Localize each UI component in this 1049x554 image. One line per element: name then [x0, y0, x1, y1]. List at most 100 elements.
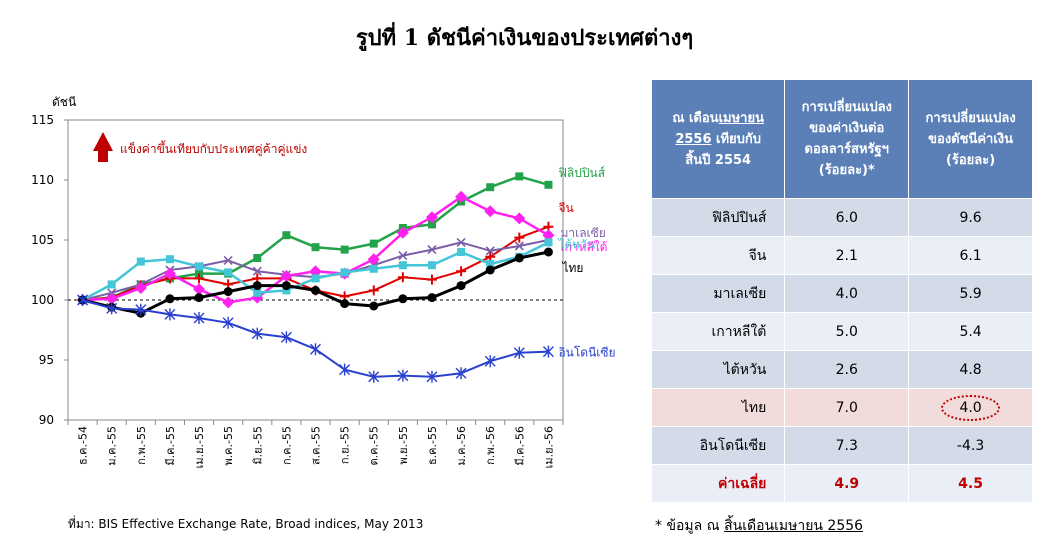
- data-point: [369, 239, 378, 248]
- data-point: [513, 346, 525, 359]
- data-point: [340, 299, 350, 309]
- y-tick-label: 95: [39, 353, 54, 367]
- data-point: [282, 231, 291, 240]
- series-label: ไต้หวัน: [557, 237, 595, 251]
- country-cell: ค่าเฉลี่ย: [651, 464, 786, 503]
- data-point: [252, 281, 262, 291]
- data-point: [339, 363, 351, 376]
- data-point: [106, 302, 118, 315]
- country-cell: ไทย: [651, 388, 786, 427]
- data-point: [485, 265, 495, 275]
- y-tick-label: 90: [39, 413, 54, 427]
- data-point: [163, 267, 176, 280]
- data-point: [252, 266, 262, 276]
- data-point: [486, 183, 495, 192]
- series-เกาหลีใต้: [76, 190, 555, 309]
- index-change-cell: -4.3: [908, 426, 1033, 465]
- data-point: [222, 296, 235, 309]
- data-point: [107, 280, 116, 289]
- data-point: [165, 255, 174, 264]
- data-point: [367, 253, 380, 266]
- data-point: [194, 273, 205, 284]
- country-cell: มาเลเซีย: [651, 274, 786, 313]
- data-point: [165, 294, 175, 304]
- data-point: [427, 220, 436, 229]
- data-point: [398, 261, 407, 270]
- usd-change-cell: 2.1: [784, 236, 910, 275]
- highlight-circle: 4.0: [941, 394, 1000, 421]
- table-row: ไต้หวัน 2.6 4.8: [651, 350, 1033, 389]
- y-tick-label: 110: [31, 173, 54, 187]
- index-change-cell: 4.8: [908, 350, 1033, 389]
- data-point: [134, 282, 147, 294]
- x-tick-label: ธ.ค.-55: [426, 426, 439, 465]
- x-tick-label: ก.ย.-55: [339, 426, 352, 464]
- data-point: [427, 245, 437, 255]
- usd-change-cell: 7.0: [784, 388, 910, 427]
- y-axis-label: ดัชนี: [52, 95, 76, 109]
- series-line: [82, 299, 549, 378]
- x-tick-label: เม.ย.-55: [193, 426, 206, 468]
- data-point: [193, 283, 206, 296]
- table-footnote: * ข้อมูล ณ สิ้นเดือนเมษายน 2556: [655, 518, 864, 534]
- data-point: [456, 281, 466, 291]
- table-row-thailand: ไทย 7.0 4.0: [651, 388, 1033, 427]
- chart-annotation: แข็งค่าขึ้นเทียบกับประเทศคู่ค้าคู่แข่ง: [120, 140, 307, 157]
- data-point: [251, 327, 263, 340]
- data-point: [543, 247, 553, 257]
- usd-change-cell: 4.0: [784, 274, 910, 313]
- index-change-cell: 5.9: [908, 274, 1033, 313]
- country-cell: อินโดนีเซีย: [651, 426, 786, 465]
- data-point: [253, 254, 262, 262]
- header-usd-change: การเปลี่ยนแปลง ของค่าเงินต่อ ดอลลาร์สหรัฐฯ…: [784, 79, 910, 199]
- data-point: [195, 262, 204, 271]
- data-point: [456, 266, 467, 277]
- x-tick-label: พ.ค.-55: [222, 426, 235, 466]
- index-change-cell: 4.5: [908, 464, 1033, 503]
- data-point: [398, 251, 408, 261]
- data-point: [485, 246, 495, 256]
- data-point: [311, 274, 320, 283]
- table-row: เกาหลีใต้ 5.0 5.4: [651, 312, 1033, 351]
- data-point: [484, 355, 496, 368]
- data-point: [427, 293, 437, 303]
- y-tick-label: 100: [31, 293, 54, 307]
- country-cell: จีน: [651, 236, 786, 275]
- data-point: [368, 285, 379, 296]
- data-point: [544, 238, 553, 247]
- x-tick-label: ก.พ.-56: [484, 426, 497, 465]
- plot-frame: [67, 119, 564, 421]
- data-point: [280, 331, 292, 344]
- data-point: [426, 370, 438, 383]
- data-point: [164, 308, 176, 321]
- usd-change-cell: 6.0: [784, 198, 910, 237]
- series-ไต้หวัน: [78, 238, 553, 304]
- table-row: มาเลเซีย 4.0 5.9: [651, 274, 1033, 313]
- y-tick-label: 105: [31, 233, 54, 247]
- data-point: [222, 316, 234, 329]
- exchange-index-line-chart: 90 95 100 105 110 115 ดัชนีธ.ค.-54 ม.ค.-55 ก.พ.-…: [31, 95, 615, 468]
- up-arrow-icon: [93, 132, 113, 162]
- x-tick-label: ม.ค.-56: [455, 426, 468, 466]
- table-row: ฟิลิปปินส์ 6.0 9.6: [651, 198, 1033, 237]
- index-change-cell: 9.6: [908, 198, 1033, 237]
- data-point: [513, 212, 526, 225]
- usd-change-cell: 4.9: [784, 464, 910, 503]
- index-change-cell: 4.0: [908, 388, 1033, 427]
- x-tick-label: เม.ย.-56: [542, 426, 555, 468]
- data-point: [514, 253, 524, 263]
- x-tick-label: มิ.ย.-55: [251, 426, 264, 465]
- series-label: ฟิลิปปินส์: [558, 166, 605, 180]
- table-row: จีน 2.1 6.1: [651, 236, 1033, 275]
- country-cell: ฟิลิปปินส์: [651, 198, 786, 237]
- data-point: [369, 264, 378, 273]
- data-point: [340, 245, 349, 254]
- currency-change-table: ณ เดือนเมษายน 2556 เทียบกับ สิ้นปี 2554 …: [650, 79, 1033, 503]
- data-point: [456, 237, 466, 247]
- data-point: [282, 286, 291, 295]
- data-point: [486, 260, 495, 268]
- x-tick-label: ก.พ.-55: [135, 426, 148, 465]
- usd-change-cell: 7.3: [784, 426, 910, 465]
- x-tick-label: ก.ค.-55: [280, 426, 293, 465]
- data-point: [455, 190, 468, 203]
